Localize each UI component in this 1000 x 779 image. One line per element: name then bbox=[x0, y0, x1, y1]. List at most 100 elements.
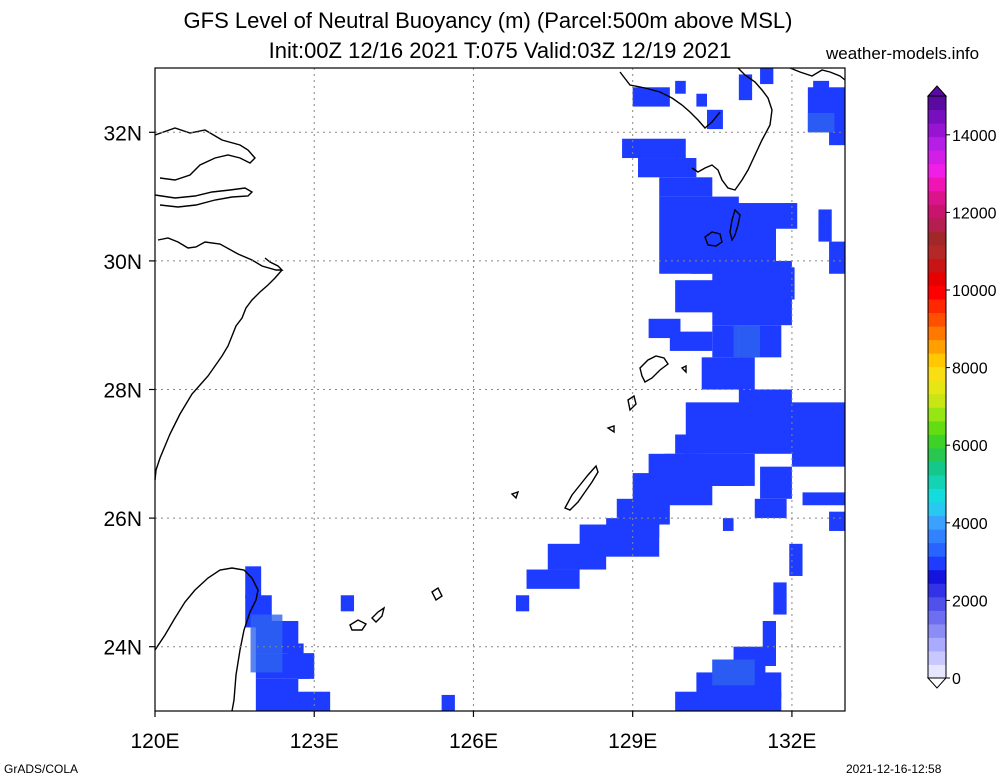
coast-kyushu bbox=[691, 67, 773, 191]
colorbar-segment bbox=[928, 299, 946, 314]
colorbar-segment bbox=[928, 502, 946, 517]
grid-lines bbox=[155, 68, 845, 711]
colorbar-frame bbox=[927, 95, 947, 679]
lnb-cell bbox=[722, 518, 734, 531]
colorbar-segment bbox=[928, 96, 946, 111]
lnb-cell bbox=[659, 177, 713, 197]
colorbar-segment bbox=[928, 190, 946, 205]
lnb-cell-light bbox=[807, 113, 835, 133]
lnb-cell bbox=[675, 434, 702, 454]
lnb-cell bbox=[760, 68, 774, 85]
colorbar-segment bbox=[928, 136, 946, 151]
colorbar-segment bbox=[928, 664, 946, 679]
lnb-cell bbox=[287, 643, 304, 663]
colorbar-label: 4000 bbox=[952, 516, 988, 533]
lnb-cell bbox=[701, 357, 755, 390]
colorbar-segment bbox=[928, 569, 946, 584]
lon-tick-label: 123E bbox=[290, 730, 339, 753]
lnb-cell bbox=[675, 80, 686, 94]
colorbar-segment bbox=[928, 231, 946, 246]
lnb-cell bbox=[813, 80, 830, 101]
colorbar-segment bbox=[928, 217, 946, 232]
lnb-cell bbox=[707, 109, 723, 130]
lnb-cell bbox=[515, 595, 530, 612]
lat-tick-label: 30N bbox=[103, 251, 142, 274]
lat-tick-label: 32N bbox=[103, 122, 142, 145]
colorbar-segment bbox=[928, 447, 946, 462]
colorbar: 0 2000 4000 6000 8000 10000 12000 14000 bbox=[926, 85, 997, 689]
colorbar-segment bbox=[928, 353, 946, 368]
colorbar-segment bbox=[928, 434, 946, 449]
lnb-cell bbox=[696, 93, 707, 107]
lat-tick-label: 26N bbox=[103, 508, 142, 531]
colorbar-label: 2000 bbox=[952, 593, 988, 610]
lnb-cell bbox=[441, 694, 455, 711]
lnb-cell bbox=[773, 582, 787, 615]
colorbar-segment bbox=[928, 623, 946, 638]
colorbar-segment bbox=[928, 244, 946, 259]
colorbar-segment bbox=[928, 407, 946, 422]
coast-tanegashima bbox=[729, 208, 741, 242]
lnb-cell bbox=[340, 595, 355, 612]
axis-tick-labels: 120E 123E 126E 129E 132E 24N 26N 28N 30N 32N bbox=[103, 122, 816, 753]
colorbar-segment bbox=[928, 312, 946, 327]
lnb-cell bbox=[282, 691, 331, 711]
coast-islets bbox=[510, 364, 687, 500]
lon-tick-label: 132E bbox=[767, 730, 816, 753]
colorbar-low-arrow bbox=[926, 677, 948, 689]
lon-tick-label: 129E bbox=[608, 730, 657, 753]
colorbar-segment bbox=[928, 474, 946, 490]
coast-ishigaki bbox=[349, 606, 386, 631]
colorbar-segment bbox=[928, 596, 946, 611]
axis-ticks bbox=[149, 131, 793, 717]
lnb-cell bbox=[791, 408, 845, 467]
colorbar-segment bbox=[928, 380, 946, 395]
footer-timestamp: 2021-12-16-12:58 bbox=[846, 762, 942, 776]
lnb-cell bbox=[245, 566, 262, 599]
lat-tick-label: 28N bbox=[103, 380, 142, 403]
lnb-cell-light bbox=[733, 325, 761, 358]
colorbar-segment bbox=[928, 529, 946, 544]
colorbar-segment bbox=[928, 109, 946, 124]
colorbar-segment bbox=[928, 610, 946, 625]
colorbar-segment bbox=[928, 177, 946, 192]
colorbar-segment bbox=[928, 285, 946, 300]
lnb-cell bbox=[760, 466, 792, 499]
colorbar-segment bbox=[928, 393, 946, 408]
lnb-cell bbox=[669, 331, 713, 351]
lnb-cell bbox=[829, 241, 845, 274]
colorbar-segment bbox=[928, 123, 946, 138]
lnb-cell-light bbox=[250, 614, 283, 673]
lon-tick-label: 120E bbox=[130, 730, 179, 753]
colorbar-segment bbox=[928, 650, 946, 665]
lnb-cell bbox=[622, 138, 686, 159]
lnb-cell bbox=[818, 209, 832, 242]
colorbar-segment bbox=[928, 637, 946, 652]
colorbar-segment bbox=[928, 258, 946, 273]
lnb-cell bbox=[829, 511, 845, 531]
colorbar-label: 14000 bbox=[952, 128, 997, 145]
footer-software: GrADS/COLA bbox=[4, 762, 79, 776]
lnb-cell bbox=[754, 498, 787, 519]
colorbar-segment bbox=[928, 326, 946, 341]
colorbar-segment bbox=[928, 339, 946, 354]
colorbar-segment bbox=[928, 204, 946, 219]
site-credit: weather-models.info bbox=[826, 44, 980, 63]
colorbar-segment bbox=[928, 461, 946, 476]
colorbar-label: 10000 bbox=[952, 283, 997, 300]
coast-shikoku bbox=[789, 67, 846, 81]
colorbar-segment bbox=[928, 583, 946, 598]
lnb-cell bbox=[547, 543, 607, 570]
colorbar-label: 12000 bbox=[952, 205, 997, 222]
colorbar-segment bbox=[928, 271, 946, 286]
colorbar-segment bbox=[928, 488, 946, 503]
colorbar-segment bbox=[928, 163, 946, 178]
lnb-cell bbox=[738, 74, 753, 101]
coast-amami bbox=[639, 355, 669, 383]
lnb-cell bbox=[526, 569, 580, 589]
colorbar-segment bbox=[928, 542, 946, 557]
colorbar-label: 0 bbox=[952, 671, 961, 688]
colorbar-segment bbox=[928, 556, 946, 571]
coastlines bbox=[154, 67, 846, 712]
